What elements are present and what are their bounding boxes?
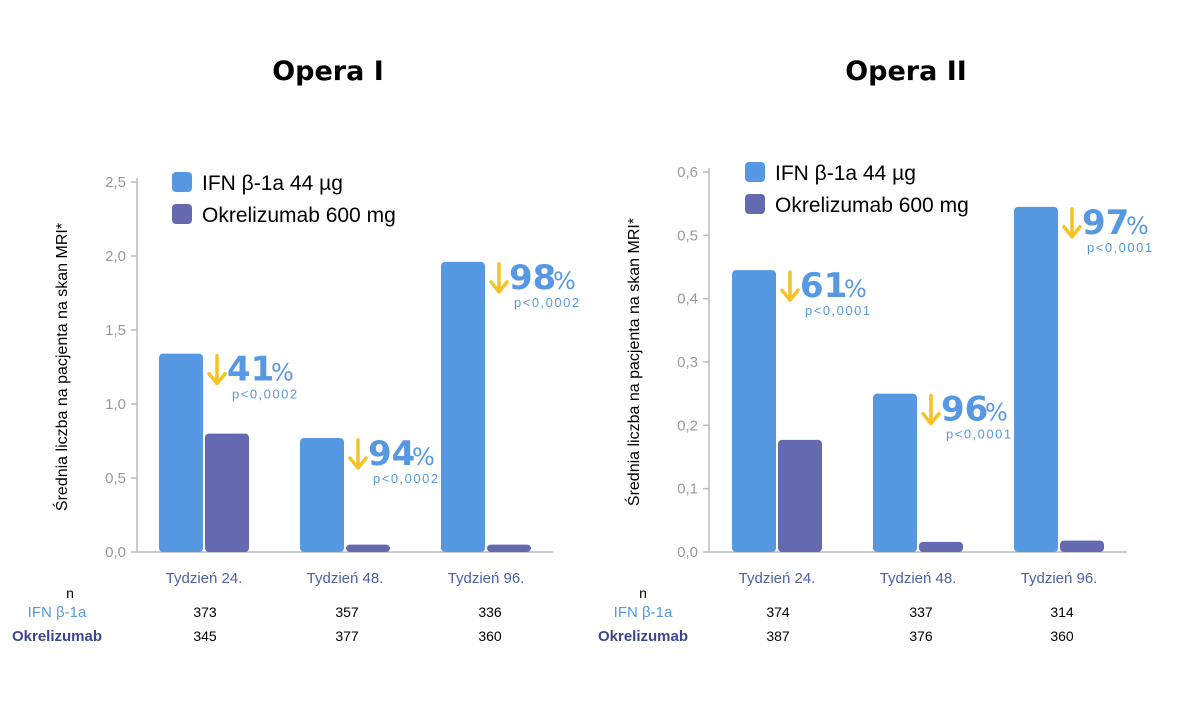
bar-ifn	[300, 438, 344, 552]
legend-swatch-ifn	[172, 172, 192, 192]
y-axis-title: Średnia liczba na pacjenta na skan MRI*	[52, 223, 71, 511]
x-tick-label: Tydzień 24.	[739, 570, 816, 587]
legend-label-okre: Okrelizumab 600 mg	[775, 194, 969, 217]
bar-okrelizumab	[346, 544, 390, 552]
reduction-percent: 97	[1082, 203, 1129, 243]
row-label-okrelizumab: Okrelizumab	[12, 628, 102, 645]
n-cell-ifn: 374	[766, 604, 790, 620]
y-axis-title: Średnia liczba na pacjenta na skan MRI*	[624, 218, 643, 506]
x-tick-label: Tydzień 96.	[1021, 570, 1098, 587]
x-tick-label: Tydzień 96.	[448, 570, 525, 587]
p-value: p<0,0001	[1087, 240, 1154, 255]
bar-ifn	[873, 393, 917, 552]
arrow-head	[207, 371, 227, 386]
bar-ifn	[1014, 206, 1058, 553]
bar-ifn	[732, 270, 776, 552]
percent-sign: %	[553, 267, 576, 295]
arrow-head	[1062, 225, 1082, 239]
n-cell-ifn: 357	[335, 604, 359, 620]
row-label-okrelizumab: Okrelizumab	[598, 628, 688, 645]
bar-ifn	[159, 353, 203, 552]
legend-swatch-okre	[172, 204, 192, 224]
row-label-ifn: IFN β-1a	[28, 604, 87, 621]
y-tick-label: 0,2	[677, 417, 698, 434]
n-cell-ifn: 337	[909, 604, 933, 620]
y-tick-label: 0,5	[105, 470, 126, 487]
arrow-head	[921, 411, 941, 426]
arrow-head	[348, 456, 368, 470]
down-arrow-icon	[207, 353, 227, 386]
p-value: p<0,0001	[946, 427, 1013, 442]
bar-ifn	[441, 261, 485, 552]
n-cell-okrelizumab: 345	[193, 628, 217, 644]
n-cell-okrelizumab: 360	[478, 628, 502, 644]
y-tick-label: 0,5	[677, 227, 698, 244]
y-tick-label: 0,0	[105, 544, 126, 561]
down-arrow-icon	[780, 270, 800, 302]
reduction-percent: 96	[941, 390, 988, 430]
x-tick-label: Tydzień 48.	[880, 570, 957, 587]
y-tick-label: 1,5	[105, 322, 126, 339]
reduction-percent: 41	[227, 350, 274, 390]
y-tick-label: 0,0	[677, 544, 698, 561]
n-cell-okrelizumab: 377	[335, 628, 359, 644]
reduction-percent: 98	[509, 258, 556, 298]
n-cell-okrelizumab: 360	[1050, 628, 1074, 644]
legend-swatch-okre	[745, 194, 765, 214]
x-tick-label: Tydzień 48.	[307, 570, 384, 587]
chart-1: Opera I 0,0 0,5 1,0 1,5 2,0 2,5 Średnia liczba …	[12, 56, 581, 645]
y-tick-label: 0,4	[677, 291, 698, 308]
p-value: p<0,0002	[514, 295, 581, 310]
reduction-percent: 94	[368, 434, 415, 474]
bar-okrelizumab	[487, 544, 531, 552]
p-value: p<0,0001	[805, 303, 872, 318]
bar-okrelizumab	[1060, 540, 1104, 552]
n-cell-ifn: 373	[193, 604, 217, 620]
y-tick-label: 1,0	[105, 396, 126, 413]
down-arrow-icon	[489, 262, 509, 294]
bar-okrelizumab	[205, 433, 249, 552]
y-tick-label: 2,0	[105, 248, 126, 265]
y-tick-label: 0,3	[677, 354, 698, 371]
chart-title: Opera II	[845, 56, 967, 87]
bar-okrelizumab	[919, 541, 963, 552]
bar-okrelizumab	[778, 439, 822, 552]
n-cell-ifn: 336	[478, 604, 502, 620]
down-arrow-icon	[348, 438, 368, 470]
n-cell-ifn: 314	[1050, 604, 1074, 620]
chart-2: Opera II 0,0 0,1 0,2 0,3 0,4 0,5 0,6 Średnia lic…	[598, 56, 1154, 645]
row-label-ifn: IFN β-1a	[614, 604, 673, 621]
percent-sign: %	[412, 443, 435, 471]
legend-label-ifn: IFN β-1a 44 µg	[775, 162, 916, 185]
arrow-head	[780, 288, 800, 302]
reduction-percent: 61	[800, 266, 847, 306]
percent-sign: %	[1126, 212, 1149, 240]
n-header: n	[66, 585, 74, 601]
percent-sign: %	[985, 399, 1008, 427]
down-arrow-icon	[921, 393, 941, 426]
p-value: p<0,0002	[232, 387, 299, 402]
chart-title: Opera I	[272, 56, 384, 87]
n-header: n	[639, 585, 647, 601]
y-tick-label: 0,6	[677, 164, 698, 181]
p-value: p<0,0002	[373, 471, 440, 486]
y-tick-label: 0,1	[677, 481, 698, 498]
n-cell-okrelizumab: 376	[909, 628, 933, 644]
legend-label-ifn: IFN β-1a 44 µg	[202, 172, 343, 195]
arrow-head	[489, 280, 509, 294]
legend-swatch-ifn	[745, 162, 765, 182]
n-cell-okrelizumab: 387	[766, 628, 790, 644]
percent-sign: %	[271, 359, 294, 387]
legend-label-okre: Okrelizumab 600 mg	[202, 204, 396, 227]
y-tick-label: 2,5	[105, 174, 126, 191]
percent-sign: %	[844, 275, 867, 303]
x-tick-label: Tydzień 24.	[166, 570, 243, 587]
down-arrow-icon	[1062, 207, 1082, 239]
